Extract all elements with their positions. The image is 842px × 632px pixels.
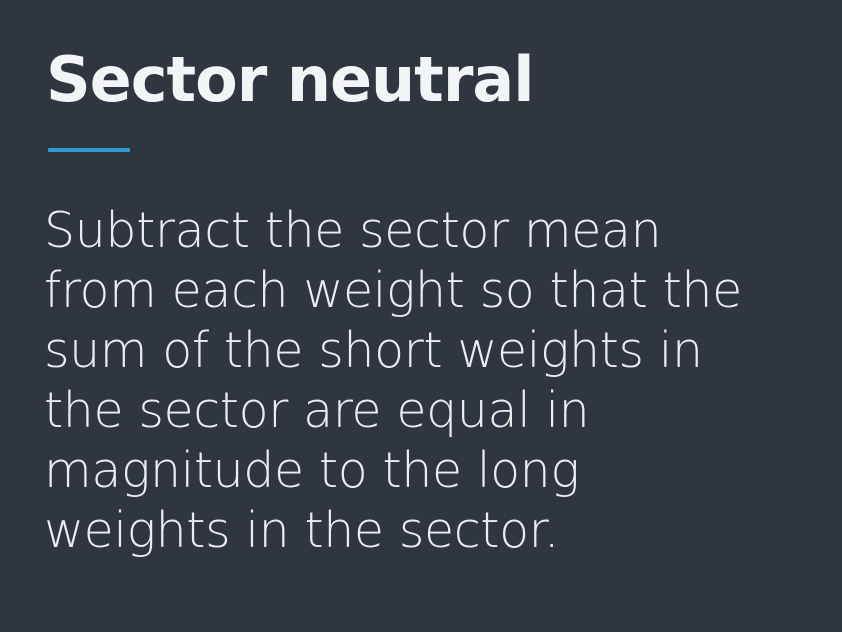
slide-body-text: Subtract the sector mean from each weigh… bbox=[44, 201, 804, 561]
body-line: magnitude to the long bbox=[44, 442, 580, 499]
title-accent-underline bbox=[48, 148, 130, 152]
body-line: Subtract the sector mean bbox=[44, 202, 662, 259]
body-line: the sector are equal in bbox=[44, 382, 590, 439]
body-line: from each weight so that the bbox=[44, 262, 742, 319]
slide-title: Sector neutral bbox=[46, 43, 534, 116]
body-line: weights in the sector. bbox=[44, 502, 560, 559]
body-line: sum of the short weights in bbox=[44, 322, 703, 379]
